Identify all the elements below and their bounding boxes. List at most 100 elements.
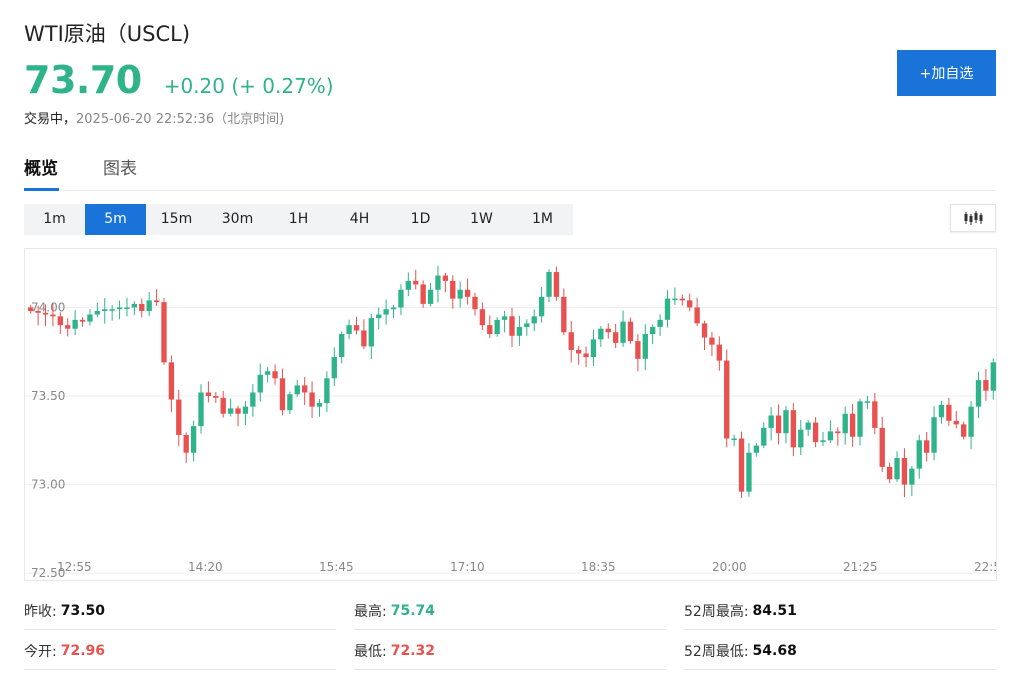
- candle-body: [872, 401, 878, 428]
- period-1d[interactable]: 1D: [410, 211, 431, 227]
- candle-body: [694, 307, 700, 324]
- candle-body: [546, 272, 552, 297]
- candle-body: [553, 272, 560, 297]
- period-30m[interactable]: 30m: [221, 211, 254, 227]
- candle-body: [413, 280, 419, 285]
- candle-body: [886, 466, 893, 480]
- candle-body: [235, 408, 241, 414]
- candle-body: [161, 302, 167, 363]
- candle-body: [420, 284, 426, 304]
- period-15m[interactable]: 15m: [160, 211, 193, 227]
- price-change: +0.20 (+ 0.27%): [163, 74, 334, 98]
- candle-body: [783, 410, 789, 434]
- candle-body: [798, 429, 804, 448]
- candle-body: [72, 319, 78, 329]
- status-text: 交易中，: [24, 112, 77, 127]
- candle-body: [368, 318, 374, 347]
- candle-body: [94, 310, 101, 315]
- candle-body: [635, 341, 641, 359]
- tab-overview[interactable]: 概览: [24, 154, 59, 191]
- candle-body: [50, 314, 56, 317]
- candle-body: [435, 275, 441, 290]
- candle-body: [272, 371, 278, 379]
- period-5m[interactable]: 5m: [85, 204, 146, 235]
- period-1mo[interactable]: 1M: [532, 211, 553, 227]
- candle-body: [376, 314, 382, 319]
- candle-body: [398, 289, 404, 308]
- candle-body: [361, 330, 367, 347]
- price-chart[interactable]: 74.00 73.50 73.00 72.50 12:55 14:20 15:45 17:10…: [24, 248, 997, 581]
- candle-body: [153, 300, 160, 303]
- x-tick-label: 14:20: [188, 560, 223, 574]
- stat-low: 最低: 72.32: [354, 630, 666, 670]
- candle-body: [672, 298, 678, 301]
- candle-body: [183, 434, 189, 453]
- candle-body: [842, 413, 848, 434]
- candle-body: [724, 360, 730, 439]
- x-tick-label: 15:45: [319, 560, 354, 574]
- candle-body: [250, 392, 256, 407]
- candle-body: [561, 296, 567, 333]
- x-tick-label: 17:10: [450, 560, 485, 574]
- candle-body: [116, 307, 123, 310]
- candle-body: [124, 307, 130, 309]
- candle-body: [664, 298, 671, 320]
- timestamp: 2025-06-20 22:52:36（北京时间): [76, 112, 285, 127]
- price-row: 73.70 +0.20 (+ 0.27%): [24, 58, 334, 102]
- candle-body: [657, 319, 663, 327]
- x-tick-label: 12:55: [57, 560, 92, 574]
- candle-body: [701, 323, 708, 338]
- candle-body: [612, 332, 619, 343]
- period-1h[interactable]: 1H: [288, 211, 309, 227]
- candle-body: [746, 452, 752, 492]
- stats-row: 今开: 72.96 最低: 72.32 52周最低: 54.68: [24, 630, 996, 670]
- candle-body: [324, 378, 330, 404]
- period-1m[interactable]: 1m: [43, 211, 66, 227]
- candle-body: [835, 431, 841, 434]
- candle-body: [35, 310, 41, 313]
- candlestick-icon: [964, 211, 983, 225]
- candle-body: [168, 362, 175, 400]
- candle-body: [916, 440, 922, 469]
- candle-body: [679, 298, 685, 301]
- candle-body: [568, 332, 574, 350]
- x-tick-label: 21:25: [843, 560, 878, 574]
- candle-body: [450, 280, 456, 299]
- trading-status: 交易中，2025-06-20 22:52:36（北京时间): [24, 108, 284, 127]
- candle-body: [109, 309, 115, 311]
- candle-body: [346, 325, 352, 335]
- candle-body: [961, 424, 967, 437]
- candle-body: [983, 380, 989, 391]
- candle-body: [627, 321, 634, 342]
- candle-body: [790, 410, 797, 448]
- add-watchlist-button[interactable]: +加自选: [897, 50, 996, 96]
- candle-body: [975, 380, 982, 407]
- current-price: 73.70: [24, 58, 142, 102]
- period-1w[interactable]: 1W: [470, 211, 493, 227]
- chart-type-button[interactable]: [950, 204, 996, 232]
- x-tick-label: 18:35: [581, 560, 616, 574]
- candle-body: [316, 403, 323, 407]
- candle-body: [538, 296, 545, 317]
- candle-body: [190, 426, 197, 453]
- candle-body: [220, 397, 226, 414]
- candle-body: [864, 401, 871, 403]
- stat-52w-low: 52周最低: 54.68: [684, 630, 996, 670]
- candle-body: [709, 337, 715, 345]
- candle-body: [509, 316, 515, 336]
- candle-body: [442, 275, 449, 281]
- y-tick-label: 73.50: [31, 389, 65, 403]
- candle-body: [827, 431, 834, 441]
- candle-body: [642, 334, 648, 359]
- candle-body: [279, 378, 286, 411]
- candle-body: [309, 392, 315, 407]
- candle-body: [583, 353, 589, 358]
- candle-body: [805, 422, 811, 430]
- period-4h[interactable]: 4H: [349, 211, 370, 227]
- candle-body: [761, 427, 767, 446]
- candle-body: [812, 422, 819, 443]
- candle-body: [383, 309, 389, 315]
- candle-body: [531, 316, 537, 324]
- tab-chart[interactable]: 图表: [103, 159, 137, 179]
- candle-body: [331, 357, 337, 379]
